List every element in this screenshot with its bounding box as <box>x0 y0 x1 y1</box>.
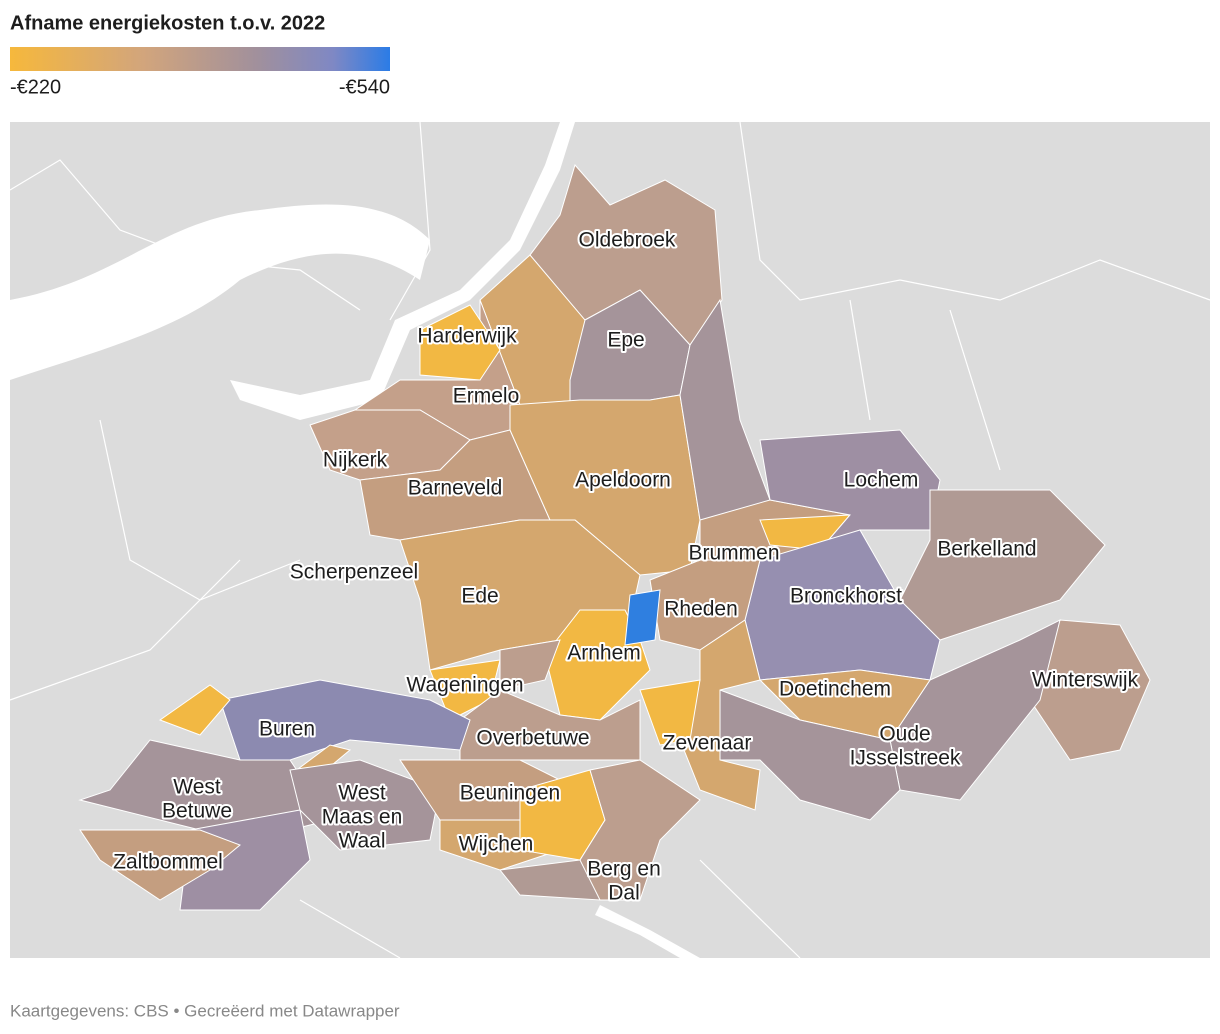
region-label: Scherpenzeel <box>290 561 418 584</box>
region-label: West <box>338 782 386 805</box>
map: Oldebroek Harderwijk Epe Ermelo Nijkerk Barne… <box>9 121 1211 959</box>
region-label: Apeldoorn <box>575 469 671 492</box>
region-label: Wijchen <box>459 833 534 856</box>
region-label: Nijkerk <box>323 449 388 472</box>
region-label: Winterswijk <box>1032 669 1139 692</box>
region-label: Oude <box>879 723 930 746</box>
region-label: Barneveld <box>408 477 503 500</box>
region-label: Berkelland <box>937 538 1036 561</box>
water <box>10 204 430 380</box>
region-label: Berg en <box>587 858 661 881</box>
region-label: Dal <box>608 882 640 905</box>
region-label: IJsselstreek <box>850 747 961 770</box>
region-label: Zevenaar <box>663 732 752 755</box>
region-label: Rheden <box>664 598 738 621</box>
legend-bar <box>10 47 390 71</box>
region-label: Zaltbommel <box>113 851 223 874</box>
water <box>230 122 575 420</box>
region-label: Doetinchem <box>779 678 891 701</box>
region-label: Bronckhorst <box>790 585 902 608</box>
region-label: Brummen <box>688 542 779 565</box>
labels: Oldebroek Harderwijk Epe Ermelo Nijkerk Barne… <box>111 227 1140 907</box>
title: Afname energiekosten t.o.v. 2022 <box>10 12 325 34</box>
legend-max: -€540 <box>339 76 390 98</box>
region-label: Arnhem <box>567 642 641 665</box>
region-label: Beuningen <box>460 782 560 805</box>
legend-min: -€220 <box>10 76 61 98</box>
region-label: Epe <box>607 329 644 352</box>
region-label: Buren <box>259 718 315 741</box>
region-label: Betuwe <box>162 800 232 823</box>
borders <box>9 121 1211 959</box>
region-label: Waal <box>338 830 385 853</box>
region-label: Overbetuwe <box>476 727 589 750</box>
region-label: Lochem <box>844 469 919 492</box>
river <box>595 905 700 958</box>
region-label: Oldebroek <box>579 229 676 252</box>
region-label: Wageningen <box>406 674 523 697</box>
footer: Kaartgegevens: CBS • Gecreëerd met Dataw… <box>10 1001 400 1020</box>
region-label: Ermelo <box>453 385 520 408</box>
region-label: Ede <box>461 585 498 608</box>
region-label: West <box>173 776 221 799</box>
region-label: Harderwijk <box>417 325 517 348</box>
region-label: Maas en <box>322 806 403 829</box>
regions <box>78 163 1151 911</box>
